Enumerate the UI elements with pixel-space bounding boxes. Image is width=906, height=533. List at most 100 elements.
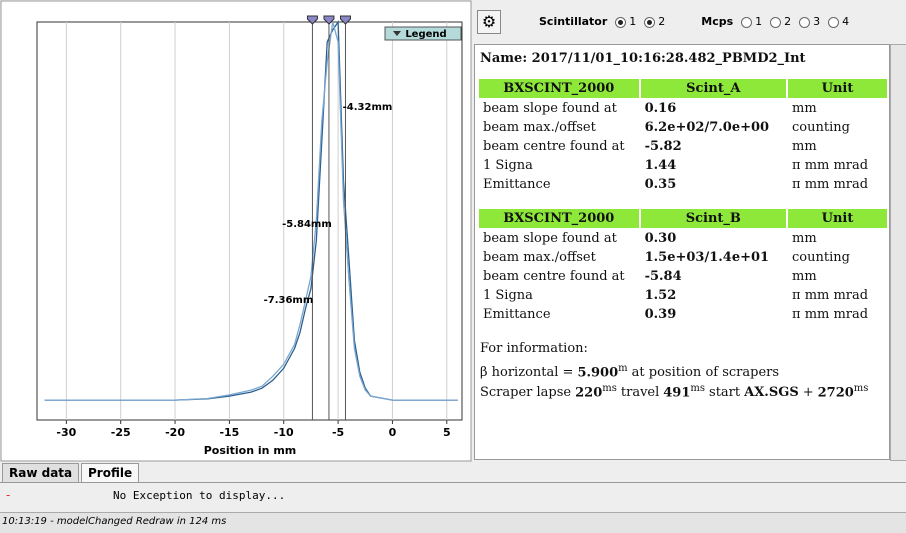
- radio-button[interactable]: [741, 16, 753, 28]
- x-axis-label: Position in mm: [204, 444, 297, 457]
- text: Scraper lapse: [480, 385, 572, 401]
- marker-handle: [339, 15, 351, 25]
- cell: Emittance: [483, 177, 551, 192]
- x-tick-label: 0: [389, 426, 397, 439]
- cell: mm: [792, 269, 817, 284]
- marker-label: -4.32mm: [343, 102, 393, 113]
- cell: counting: [792, 250, 850, 265]
- header-cell: Scint_B: [640, 209, 787, 228]
- row: Emittance 0.35 π mm mrad: [479, 176, 887, 193]
- log-message: 10:13:19 - modelChanged Redraw in 124 ms: [2, 516, 227, 527]
- cell: π mm mrad: [792, 307, 869, 322]
- tab[interactable]: Raw data: [2, 463, 80, 483]
- cell: 1.52: [644, 288, 677, 303]
- row: Emittance 0.39 π mm mrad: [479, 306, 887, 323]
- name: AX.SGS: [744, 385, 799, 401]
- header-row: BXSCINT_2000 Scint_B Unit: [479, 209, 887, 228]
- report: Name: 2017/11/01_10:16:28.482_PBMD2_Int …: [474, 44, 890, 460]
- value: 2720: [817, 385, 854, 401]
- legend-icon: [393, 31, 401, 36]
- cell: beam slope found at: [483, 101, 617, 116]
- radio-label: 2: [658, 15, 666, 28]
- marker-label: -5.84mm: [282, 219, 332, 230]
- status-message: No Exception to display...: [113, 489, 286, 502]
- cell: 1.5e+03/1.4e+01: [644, 250, 770, 265]
- profile-line: [44, 21, 458, 401]
- marker-handle: [306, 15, 318, 25]
- radio-button[interactable]: [799, 16, 811, 28]
- cell: beam max./offset: [483, 250, 596, 265]
- legend-label[interactable]: Legend: [405, 29, 446, 40]
- cell: 0.35: [644, 177, 677, 192]
- marker-label: -7.36mm: [264, 295, 314, 306]
- radio-button[interactable]: [644, 16, 656, 28]
- cell: mm: [792, 101, 817, 116]
- legend-button[interactable]: [384, 26, 462, 41]
- cell: beam centre found at: [483, 269, 625, 284]
- value: 491: [663, 385, 691, 401]
- row: beam max./offset 1.5e+03/1.4e+01 counting: [479, 249, 887, 266]
- cell: -5.84: [644, 269, 682, 284]
- radio-label: 1: [755, 15, 763, 28]
- text: β horizontal =: [480, 365, 574, 381]
- row: beam max./offset 6.2e+02/7.0e+00 counting: [479, 119, 887, 136]
- marker-handle: [323, 15, 335, 25]
- group-label: Scintillator: [539, 15, 608, 28]
- settings-button[interactable]: ⚙: [477, 10, 501, 34]
- header-cell: Scint_A: [640, 79, 787, 98]
- x-tick-label: -20: [165, 426, 185, 439]
- header-cell: Unit: [788, 79, 887, 98]
- cell: 1.44: [644, 158, 677, 173]
- toolbar: ⚙ Scintillator 1 2 Mcps 1 2 3 4: [474, 0, 906, 44]
- unit: ms: [602, 383, 617, 394]
- group-label: Mcps: [701, 15, 734, 28]
- radio-button[interactable]: [615, 16, 627, 28]
- row: beam slope found at 0.16 mm: [479, 100, 887, 117]
- unit: ms: [690, 383, 706, 394]
- text: start: [709, 385, 741, 401]
- header-cell: BXSCINT_2000: [479, 79, 639, 98]
- cell: Emittance: [483, 307, 551, 322]
- radio-group: Scintillator 1 2: [539, 15, 665, 28]
- radio-button[interactable]: [770, 16, 782, 28]
- tables: BXSCINT_2000 Scint_A Unit beam slope found …: [475, 77, 889, 325]
- scrollbar[interactable]: [890, 44, 906, 461]
- value: 220: [575, 385, 603, 401]
- x-tick-label: -5: [332, 426, 344, 439]
- row: 1 Signa 1.44 π mm mrad: [479, 157, 887, 174]
- plot: -30 -25 -20 -15 -10 -5 0 5 -7.36mm -5.84mm -4.32mm: [44, 15, 458, 439]
- radio-label: 3: [813, 15, 821, 28]
- radio-group: Mcps 1 2 3 4: [701, 15, 849, 28]
- cell: beam centre found at: [483, 139, 625, 154]
- x-tick-label: -15: [219, 426, 239, 439]
- cell: counting: [792, 120, 850, 135]
- text: +: [802, 385, 814, 401]
- status-marker: -: [6, 488, 11, 502]
- cell: π mm mrad: [792, 177, 869, 192]
- cell: 6.2e+02/7.0e+00: [644, 120, 770, 135]
- x-tick-label: 5: [443, 426, 451, 439]
- header-row: BXSCINT_2000 Scint_A Unit: [479, 79, 887, 98]
- radio-button[interactable]: [828, 16, 840, 28]
- radio-label: 4: [842, 15, 850, 28]
- radio-label: 2: [784, 15, 792, 28]
- header-cell: Unit: [788, 209, 887, 228]
- cell: 0.16: [644, 101, 677, 116]
- cell: π mm mrad: [792, 288, 869, 303]
- log-bar: 10:13:19 - modelChanged Redraw in 124 ms: [0, 512, 906, 533]
- cell: mm: [792, 139, 817, 154]
- row: beam centre found at -5.84 mm: [479, 268, 887, 285]
- cell: beam slope found at: [483, 231, 617, 246]
- chart: -30 -25 -20 -15 -10 -5 0 5 -7.36mm -5.84mm -4.32mm…: [0, 0, 472, 462]
- unit: m: [618, 363, 628, 374]
- plot-area: [36, 21, 463, 421]
- cell: 1 Signa: [483, 158, 533, 173]
- radio-bar: Scintillator 1 2 Mcps 1 2 3 4: [539, 15, 849, 28]
- x-tick-label: -25: [111, 426, 131, 439]
- text: at position of scrapers: [631, 365, 780, 381]
- report-name: Name: 2017/11/01_10:16:28.482_PBMD2_Int: [480, 51, 806, 66]
- tab[interactable]: Profile: [81, 463, 140, 483]
